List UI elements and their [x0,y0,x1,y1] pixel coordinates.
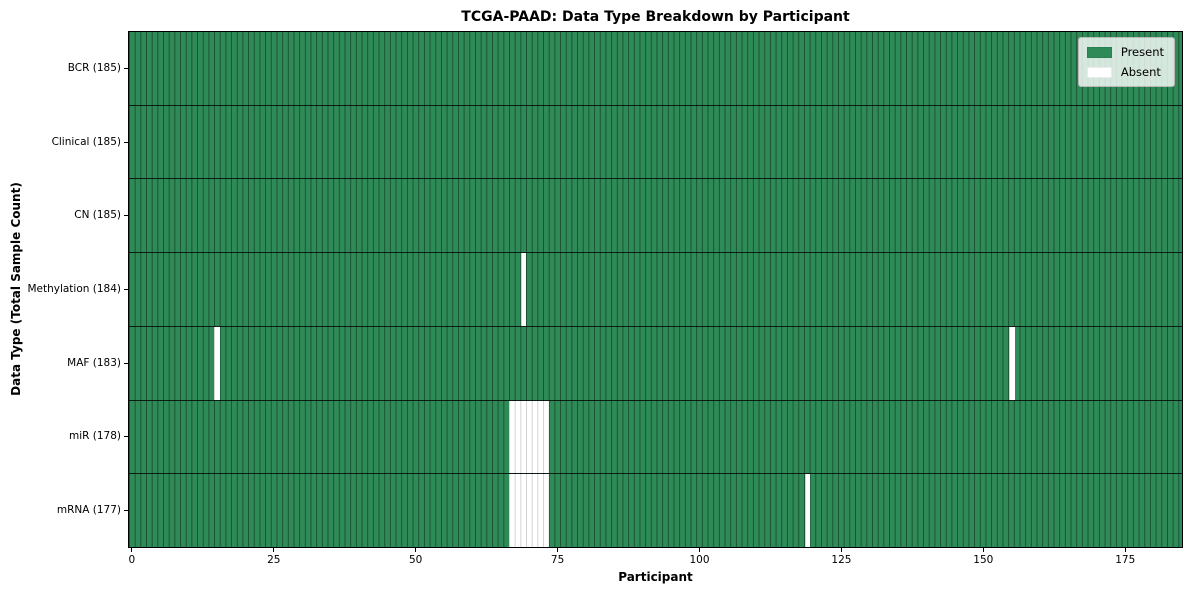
y-tick-mark [124,509,128,511]
x-tick-mark [698,548,700,552]
y-tick-label-clinical: Clinical (185) [51,135,121,148]
x-tick-label: 0 [128,554,136,566]
legend-item-absent: Absent [1086,65,1164,79]
absent-gap-maf [214,326,220,400]
legend: Present Absent [1077,37,1175,87]
x-axis-label: Participant [618,570,693,584]
x-tick-mark [1124,548,1126,552]
present-swatch-icon [1086,46,1112,58]
y-tick-label-cn: CN (185) [74,209,121,222]
y-tick-mark [124,289,128,290]
y-tick-label-mir: miR (178) [68,430,121,443]
x-tick-label: 75 [550,554,565,566]
x-tick-label: 175 [1115,554,1136,566]
y-tick-label-bcr: BCR (185) [67,62,121,75]
y-tick-mark [124,68,128,70]
y-tick-mark [124,362,128,364]
x-tick-label: 150 [973,554,994,566]
heatmap-row-mrna [129,474,1182,548]
x-tick-mark [982,548,984,552]
chart-title: TCGA-PAAD: Data Type Breakdown by Partic… [461,9,850,25]
legend-label-present: Present [1120,45,1164,59]
x-tick-mark [415,548,417,552]
x-tick-mark [131,548,133,552]
legend-label-absent: Absent [1120,65,1161,79]
heatmap-row-mir [129,400,1182,475]
y-tick-label-methylation: Methylation (184) [27,283,121,295]
heatmap-row-methylation [129,253,1182,327]
x-tick-label: 25 [267,554,281,566]
x-tick-mark [557,548,559,552]
y-tick-mark [124,141,128,143]
heatmap-row-clinical [129,105,1182,180]
absent-gap-maf [1008,326,1015,400]
absent-gap-mir [509,400,550,474]
y-tick-label-mrna: mRNA (177) [56,503,121,516]
y-tick-mark [124,436,128,438]
x-tick-label: 100 [689,554,710,566]
heatmap-row-bcr [129,32,1182,106]
absent-gap-mrna [804,474,811,548]
y-tick-label-maf: MAF (183) [67,356,121,369]
x-tick-mark [273,548,275,552]
heatmap-row-cn [129,179,1182,254]
x-tick-mark [840,548,842,552]
x-tick-label: 125 [831,554,852,566]
y-tick-mark [124,215,128,217]
x-tick-label: 50 [408,554,423,566]
absent-gap-methylation [520,253,527,326]
heatmap-row-maf [129,326,1182,401]
legend-item-present: Present [1086,45,1164,59]
plot-area [128,31,1183,548]
absent-gap-mrna [509,474,550,548]
absent-swatch-icon [1086,66,1112,78]
